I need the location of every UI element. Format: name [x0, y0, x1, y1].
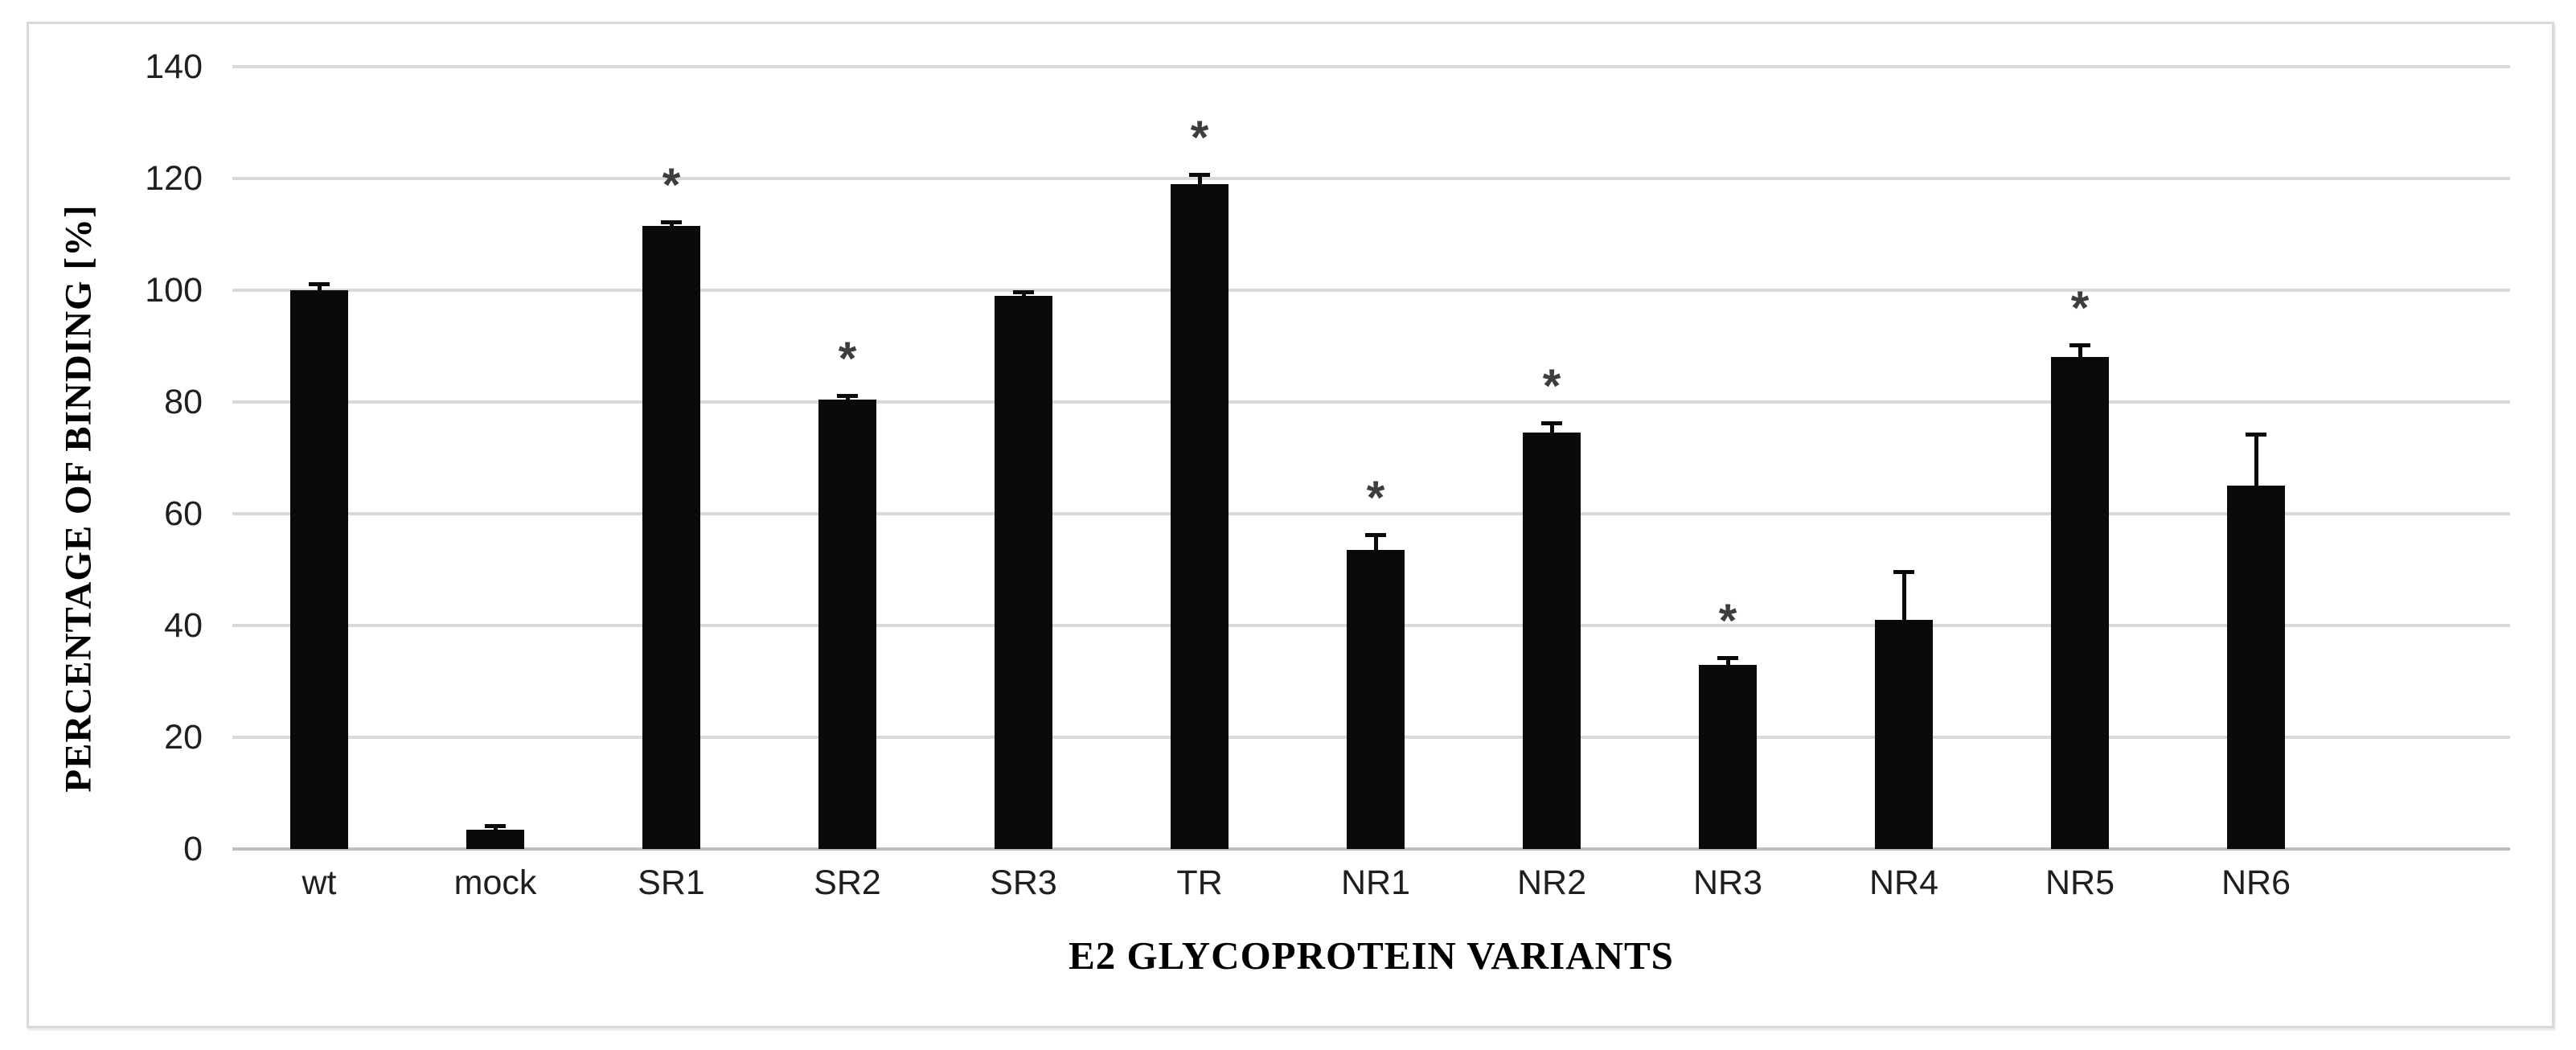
- bar-NR2: [1523, 433, 1581, 849]
- category-label-NR2: NR2: [1516, 863, 1587, 902]
- y-tick-label: 80: [164, 383, 203, 421]
- category-label-NR1: NR1: [1340, 863, 1411, 902]
- bar-TR: [1171, 183, 1229, 849]
- category-label-SR2: SR2: [814, 863, 881, 902]
- significance-marker-TR: *: [1190, 112, 1209, 165]
- bar-NR6: [2227, 486, 2285, 849]
- error-bar-cap-NR2: [1541, 421, 1562, 426]
- error-bar-cap-SR3: [1013, 290, 1034, 294]
- error-bar-SR1: [669, 220, 674, 236]
- significance-marker-NR2: *: [1542, 360, 1561, 413]
- bar-NR4: [1875, 620, 1933, 849]
- bar-wt: [290, 290, 348, 849]
- error-bar-cap-NR4: [1893, 569, 1914, 574]
- figure-frame: [27, 22, 2554, 1028]
- x-axis-baseline: [232, 847, 2510, 851]
- error-bar-NR3: [1725, 656, 1730, 675]
- significance-marker-NR3: *: [1718, 595, 1737, 648]
- error-bar-cap-SR2: [837, 393, 858, 398]
- category-label-SR3: SR3: [990, 863, 1057, 902]
- error-bar-cap-NR3: [1717, 656, 1738, 661]
- error-bar-cap-TR: [1189, 173, 1210, 178]
- gridline: [232, 65, 2510, 68]
- category-label-NR4: NR4: [1868, 863, 1939, 902]
- error-bar-cap-SR1: [661, 220, 682, 225]
- category-label-TR: TR: [1176, 863, 1223, 902]
- y-tick-label: 60: [164, 494, 203, 533]
- bar-NR5: [2051, 357, 2109, 849]
- error-bar-wt: [317, 281, 322, 300]
- category-label-wt: wt: [301, 863, 337, 902]
- y-tick-label: 120: [145, 159, 203, 198]
- error-bar-SR3: [1021, 290, 1026, 306]
- y-tick-label: 140: [145, 47, 203, 86]
- category-label-NR6: NR6: [2221, 863, 2291, 902]
- significance-marker-NR5: *: [2070, 282, 2090, 335]
- gridline: [232, 289, 2510, 292]
- significance-marker-NR1: *: [1366, 472, 1385, 525]
- error-bar-mock: [493, 823, 498, 839]
- error-bar-NR1: [1373, 533, 1378, 560]
- gridline: [232, 177, 2510, 180]
- error-bar-cap-NR5: [2069, 343, 2090, 348]
- gridline: [232, 400, 2510, 404]
- bar-SR1: [642, 226, 700, 849]
- error-bar-NR6: [2254, 433, 2258, 496]
- x-axis-title: E2 GLYCOPROTEIN VARIANTS: [1069, 933, 1674, 978]
- error-bar-cap-NR1: [1365, 533, 1386, 538]
- significance-marker-SR1: *: [662, 159, 681, 212]
- bar-SR3: [995, 295, 1052, 849]
- error-bar-cap-wt: [309, 281, 330, 286]
- y-tick-label: 0: [183, 830, 203, 868]
- bar-SR2: [818, 399, 876, 849]
- bar-NR3: [1699, 664, 1757, 849]
- gridline: [232, 512, 2510, 515]
- error-bar-cap-NR6: [2246, 433, 2266, 437]
- plot-area: wt mock * SR1 * SR2 SR3 * TR * NR1 * NR2 * NR3 NR4 * NR5 N…: [232, 65, 2510, 902]
- error-bar-NR5: [2078, 343, 2082, 367]
- error-bar-cap-mock: [485, 823, 506, 828]
- y-tick-label: 40: [164, 606, 203, 645]
- y-tick-label: 20: [164, 718, 203, 757]
- category-label-NR3: NR3: [1692, 863, 1763, 902]
- error-bar-NR2: [1549, 421, 1554, 443]
- error-bar-SR2: [845, 393, 850, 409]
- category-label-mock: mock: [453, 863, 537, 902]
- category-label-NR5: NR5: [2045, 863, 2115, 902]
- category-label-SR1: SR1: [638, 863, 705, 902]
- error-bar-TR: [1197, 173, 1202, 194]
- error-bar-NR4: [1901, 569, 1906, 630]
- bar-NR1: [1347, 550, 1405, 849]
- significance-marker-SR2: *: [838, 332, 857, 385]
- y-tick-label: 100: [145, 271, 203, 310]
